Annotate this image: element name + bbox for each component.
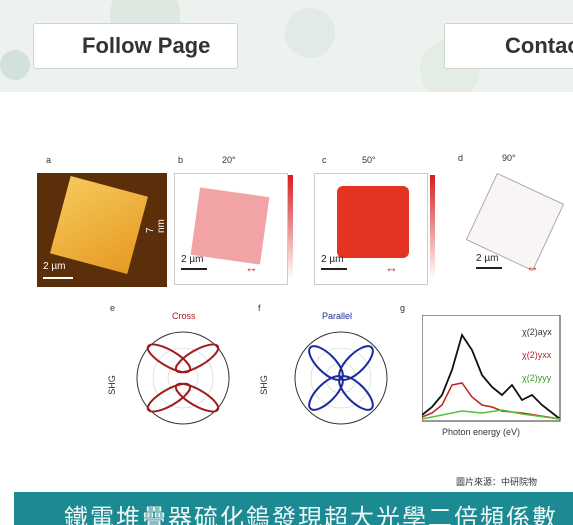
panel-d-shg-map: 2 µm ↔ [464, 171, 573, 281]
panel-e-label: e [110, 303, 116, 313]
decorative-circle [285, 8, 335, 58]
follow-page-label: Follow Page [82, 33, 211, 58]
panel-b-colorbar [288, 175, 293, 279]
follow-page-button[interactable]: Follow Page [33, 23, 238, 69]
shg-flake [337, 186, 409, 258]
panel-g-legend-2: χ(2)yxx [522, 350, 552, 360]
article-title: 鐵電堆疊器硫化鎢發現超大光學二倍頻係數 [64, 505, 558, 525]
panel-g-legend-1: χ(2)ayx [522, 327, 552, 337]
panel-c-shg-map: 2 µm ↔ [314, 173, 428, 285]
panel-g-legend-3: χ(2)yyy [522, 373, 552, 383]
contact-label: Contac [505, 33, 573, 58]
decorative-circle [0, 50, 30, 80]
panel-g-label: g [400, 303, 406, 313]
panel-e-legend: Cross [172, 311, 196, 321]
contact-button[interactable]: Contac [444, 23, 573, 69]
scale-label: 2 µm [181, 254, 204, 265]
afm-scale-label: 2 µm [43, 261, 66, 272]
panel-g-spectrum-plot [422, 315, 561, 422]
polarization-arrow: ↔ [526, 259, 539, 274]
scale-bar [321, 268, 347, 270]
panel-a-label: a [46, 155, 52, 165]
panel-d-angle: 90° [502, 153, 516, 163]
article-title-banner: 鐵電堆疊器硫化鎢發現超大光學二倍頻係數 [14, 492, 573, 525]
panel-f-legend: Parallel [322, 311, 353, 321]
panel-e-polar-plot [136, 331, 230, 425]
panel-f-polar-plot [294, 331, 388, 425]
panel-c-label: c [322, 155, 327, 165]
research-figure: a 2 µm 7 nm b 20° 2 µm ↔ c 50° 2 µm ↔ d … [32, 135, 573, 437]
panel-f-label: f [258, 303, 261, 313]
scale-bar [181, 268, 207, 270]
scale-label: 2 µm [476, 253, 499, 264]
panel-b-label: b [178, 155, 184, 165]
panel-g-xlabel: Photon energy (eV) [442, 427, 521, 437]
panel-a-afm-image: 2 µm 7 nm [37, 173, 167, 287]
panel-e-ylabel: SHG [106, 375, 117, 395]
image-credit: 圖片來源：中研院物 [456, 477, 538, 487]
afm-scale-bar [43, 277, 73, 279]
top-bar: Follow Page Contac [0, 0, 573, 92]
afm-height-label: 7 nm [145, 219, 167, 233]
panel-f-ylabel: SHG [258, 375, 269, 395]
scale-label: 2 µm [321, 254, 344, 265]
scale-bar [476, 267, 502, 269]
polarization-arrow: ↔ [385, 260, 398, 275]
panel-d-label: d [458, 153, 464, 163]
polarization-arrow: ↔ [245, 260, 258, 275]
afm-flake [50, 176, 148, 274]
panel-b-angle: 20° [222, 155, 236, 165]
panel-b-shg-map: 2 µm ↔ [174, 173, 288, 285]
shg-flake [190, 187, 270, 265]
panel-c-angle: 50° [362, 155, 376, 165]
panel-c-colorbar [430, 175, 435, 279]
